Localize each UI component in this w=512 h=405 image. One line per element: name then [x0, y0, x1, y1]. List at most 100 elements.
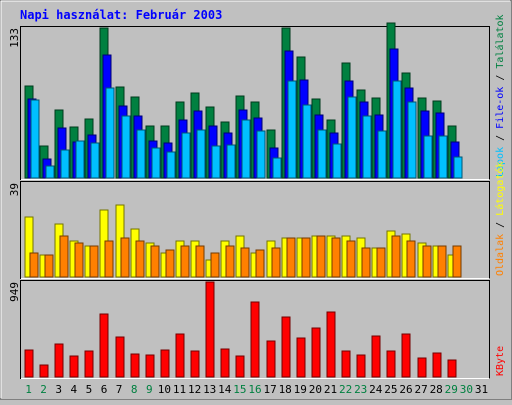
bar-pages: [90, 142, 100, 179]
panel-bottom: 949 KByte: [8, 280, 506, 379]
day-label: 22: [339, 383, 352, 396]
bar-sites: [59, 235, 69, 278]
bar-pages: [60, 149, 70, 179]
series-kbytes: [24, 281, 457, 378]
day-label: 15: [233, 383, 246, 396]
bar-kbytes: [250, 301, 260, 378]
bar-pages: [423, 135, 433, 179]
day-label: 14: [218, 383, 232, 396]
bar-kbytes: [281, 316, 291, 378]
bar-kbytes: [160, 349, 170, 378]
day-label: 7: [116, 383, 123, 396]
bar-sites: [301, 237, 311, 278]
bar-pages: [256, 130, 266, 179]
day-label: 20: [309, 383, 322, 396]
bar-kbytes: [432, 352, 442, 378]
bar-sites: [271, 247, 281, 278]
bar-sites: [361, 247, 371, 278]
bar-sites: [120, 237, 130, 278]
bar-sites: [44, 254, 54, 278]
bar-pages: [226, 144, 236, 179]
panel-middle: 39 Oldalak / Látogatók: [8, 162, 506, 279]
bar-sites: [452, 245, 462, 278]
bar-sites: [437, 245, 447, 278]
legend-hits: Találatok: [494, 14, 506, 68]
bar-pages: [45, 165, 55, 179]
legend-sites: Oldalak: [495, 234, 506, 276]
day-label: 13: [203, 383, 216, 396]
legend-separator: /: [495, 69, 506, 87]
bar-kbytes: [190, 350, 200, 378]
bar-pages: [438, 135, 448, 179]
bar-sites: [422, 245, 432, 278]
day-label: 9: [146, 383, 153, 396]
day-label: 21: [324, 383, 337, 396]
bar-sites: [391, 235, 401, 278]
legend-text: KByte: [495, 346, 506, 376]
bar-kbytes: [39, 364, 49, 378]
bar-kbytes: [386, 350, 396, 378]
legend-separator: /: [495, 216, 506, 234]
day-label: 27: [414, 383, 427, 396]
day-label: 2: [40, 383, 47, 396]
bar-kbytes: [99, 313, 109, 378]
bar-kbytes: [115, 336, 125, 378]
chart-title: Napi használat: Február 2003: [20, 8, 222, 22]
panel-top: 133 Lapok / File-ok / Találatok: [8, 14, 506, 180]
day-label: 25: [384, 383, 397, 396]
day-label: 29: [445, 383, 458, 396]
day-label: 8: [131, 383, 138, 396]
bar-pages: [392, 80, 402, 179]
bar-sites: [331, 237, 341, 278]
bar-sites: [195, 245, 205, 278]
bar-kbytes: [266, 340, 276, 378]
bar-sites: [346, 240, 356, 278]
y-max-label: 39: [8, 183, 21, 196]
bar-pages: [302, 104, 312, 179]
bar-sites: [376, 247, 386, 278]
day-label: 23: [354, 383, 367, 396]
bar-kbytes: [220, 348, 230, 378]
bar-kbytes: [417, 357, 427, 378]
bar-pages: [75, 140, 85, 179]
bar-kbytes: [326, 311, 336, 378]
bar-kbytes: [356, 354, 366, 378]
bar-pages: [241, 119, 251, 179]
series-sites: [29, 235, 462, 278]
bar-pages: [30, 99, 40, 179]
bar-pages: [181, 132, 191, 179]
bar-pages: [272, 157, 282, 179]
day-label: 5: [86, 383, 93, 396]
bar-sites: [180, 245, 190, 278]
day-label: 16: [248, 383, 261, 396]
day-label: 12: [188, 383, 201, 396]
bar-kbytes: [69, 355, 79, 378]
legend-kbytes: KByte: [495, 346, 506, 376]
bar-pages: [121, 115, 131, 179]
bar-kbytes: [311, 327, 321, 378]
bar-pages: [166, 151, 176, 179]
day-label: 24: [369, 383, 383, 396]
day-label: 18: [279, 383, 292, 396]
bar-pages: [105, 87, 115, 179]
bar-kbytes: [401, 333, 411, 378]
series-pages: [30, 80, 463, 179]
bar-sites: [104, 240, 114, 278]
bar-sites: [240, 247, 250, 278]
day-label: 11: [173, 383, 186, 396]
day-label: 17: [263, 383, 276, 396]
bar-pages: [196, 129, 206, 179]
day-label: 3: [55, 383, 62, 396]
day-label: 19: [294, 383, 307, 396]
day-label: 30: [460, 383, 473, 396]
bar-sites: [286, 237, 296, 278]
bar-kbytes: [130, 353, 140, 378]
bar-sites: [29, 252, 39, 278]
bar-pages: [317, 129, 327, 179]
day-label: 1: [25, 383, 32, 396]
day-label: 4: [70, 383, 77, 396]
day-label: 31: [475, 383, 488, 396]
day-label: 26: [399, 383, 412, 396]
